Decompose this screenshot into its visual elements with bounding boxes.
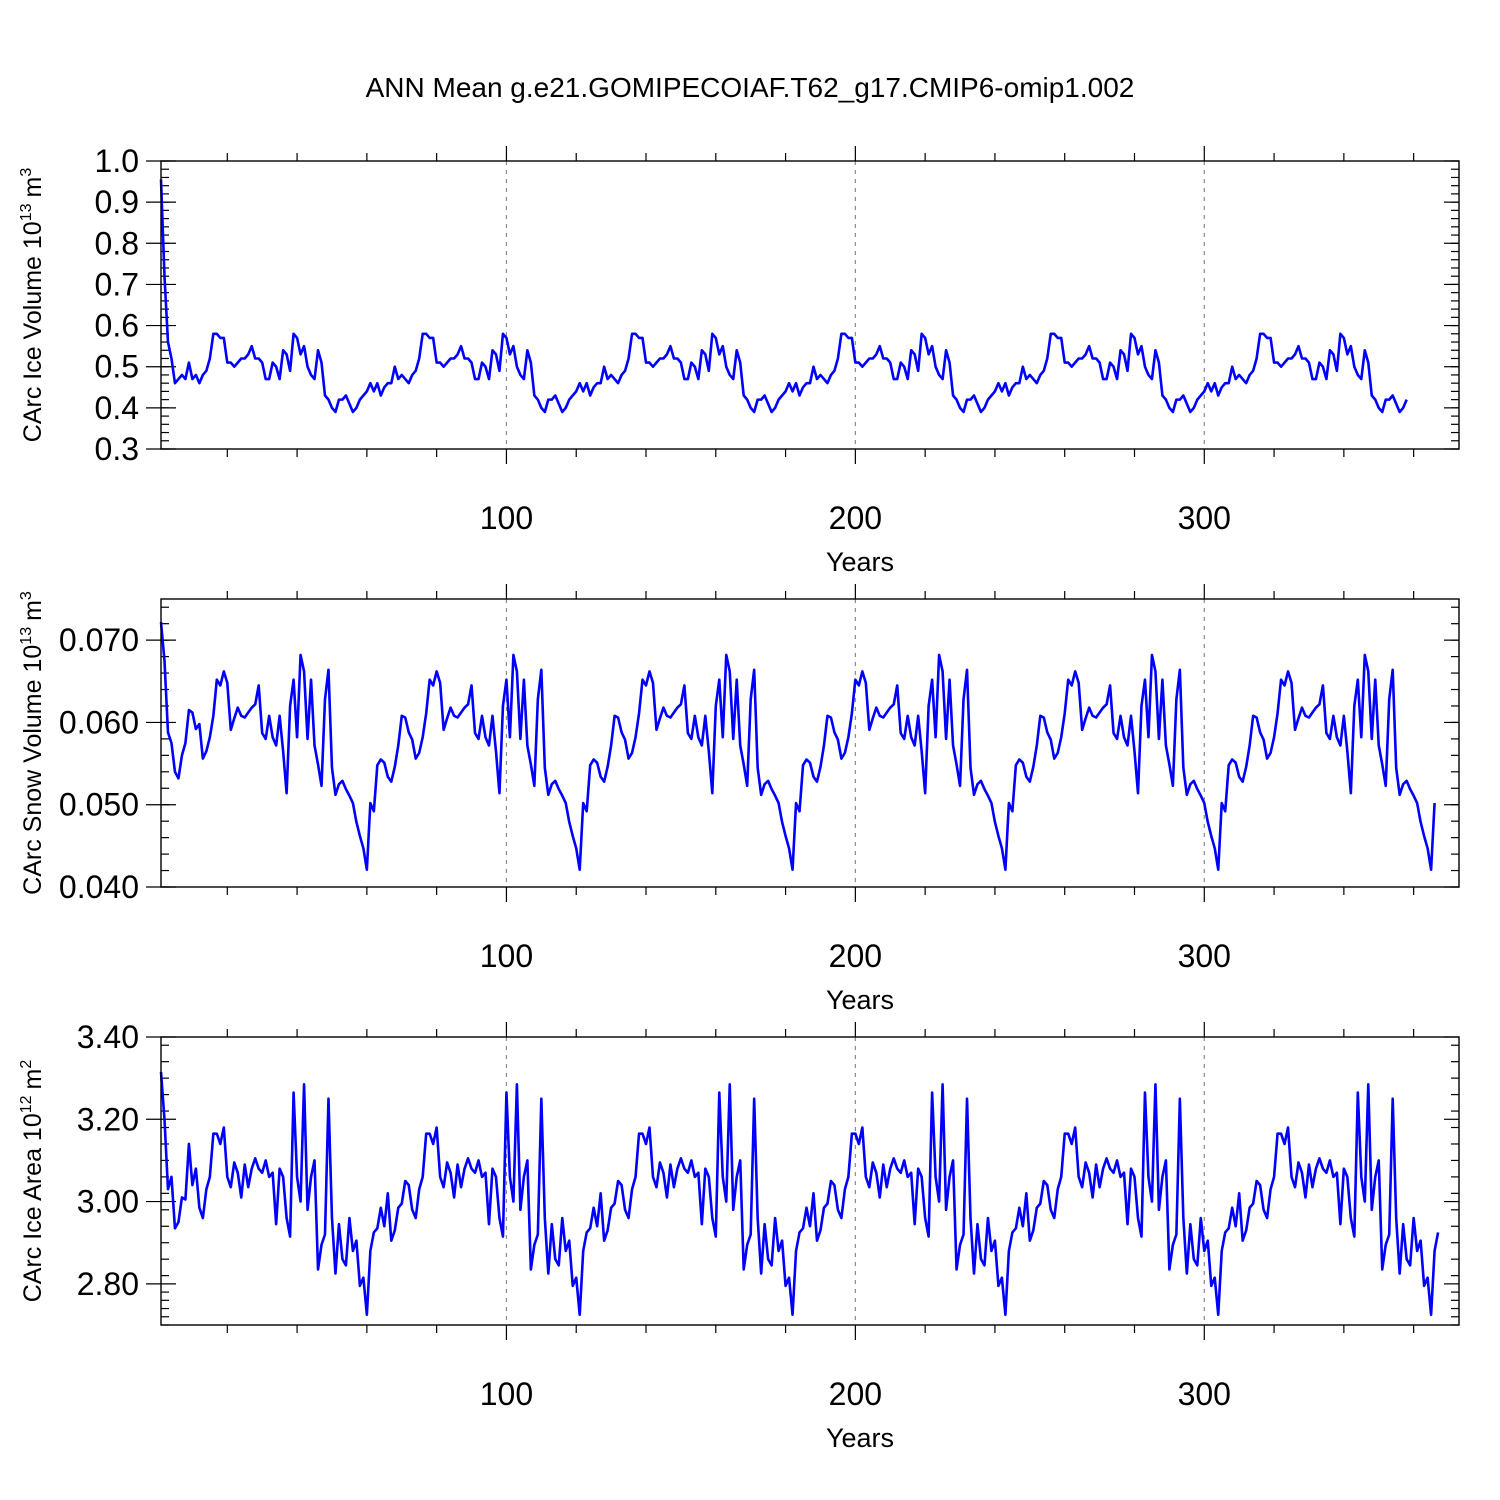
x-tick-label: 200 xyxy=(829,500,882,536)
y-axis-label-unit: m xyxy=(19,1069,47,1090)
plot-frame xyxy=(160,598,1460,888)
y-tick-label: 2.80 xyxy=(77,1266,139,1302)
y-tick-label: 0.8 xyxy=(95,225,139,261)
y-tick-label: 0.6 xyxy=(95,308,139,344)
y-axis-label: CArc Ice Volume 1013 m3 xyxy=(18,168,47,443)
y-tick-label: 0.070 xyxy=(59,622,139,658)
y-axis-label-exponent: 13 xyxy=(18,627,35,645)
x-tick-label: 100 xyxy=(480,938,533,974)
y-tick-label: 3.40 xyxy=(77,1019,139,1055)
y-tick-label: 0.9 xyxy=(95,184,139,220)
y-axis-label-unit-exponent: 3 xyxy=(18,168,35,177)
x-tick-label: 300 xyxy=(1178,938,1231,974)
y-axis-label-text: CArc Ice Volume 10 xyxy=(19,221,47,442)
y-tick-label: 0.7 xyxy=(95,266,139,302)
panels: 100 200 300 0.3 0.4 0.5 0.6 0.7 0.8 0.9 1.0 Years CA… xyxy=(18,143,1460,1453)
y-axis-label-unit: m xyxy=(19,177,47,198)
panel-snow-volume: 100 200 300 0.040 0.050 0.060 0.070 Years CArc S… xyxy=(18,584,1460,1015)
y-axis-label-text: CArc Ice Area 10 xyxy=(19,1113,47,1302)
series-line-snow-volume xyxy=(159,621,1436,872)
y-axis-label: CArc Snow Volume 1013 m3 xyxy=(18,591,47,895)
y-axis-label-exponent: 13 xyxy=(18,203,35,221)
y-tick-label: 3.00 xyxy=(77,1184,139,1220)
x-axis-label: Years xyxy=(826,1423,894,1453)
y-tick-label: 0.060 xyxy=(59,704,139,740)
y-tick-label: 0.3 xyxy=(95,431,139,467)
y-axis-label: CArc Ice Area 1012 m2 xyxy=(18,1060,47,1303)
series-line-ice-volume xyxy=(159,179,1408,414)
x-tick-label: 200 xyxy=(829,938,882,974)
plot-frame xyxy=(160,1036,1460,1326)
panel-ice-volume: 100 200 300 0.3 0.4 0.5 0.6 0.7 0.8 0.9 1.0 Years CA… xyxy=(18,143,1460,577)
x-tick-label: 100 xyxy=(480,500,533,536)
y-tick-label: 1.0 xyxy=(95,143,139,179)
y-axis-label-unit-exponent: 2 xyxy=(18,1060,35,1069)
x-tick-label: 300 xyxy=(1178,500,1231,536)
y-tick-label: 0.5 xyxy=(95,349,139,385)
x-tick-label: 300 xyxy=(1178,1376,1231,1412)
plot-frame xyxy=(160,160,1460,450)
x-tick-label: 100 xyxy=(480,1376,533,1412)
chart-title: ANN Mean g.e21.GOMIPECOIAF.T62_g17.CMIP6… xyxy=(366,72,1135,103)
y-tick-label: 0.050 xyxy=(59,787,139,823)
y-tick-label: 3.20 xyxy=(77,1101,139,1137)
y-axis-label-exponent: 12 xyxy=(18,1095,35,1113)
y-tick-label: 0.4 xyxy=(95,390,139,426)
y-axis-label-unit: m xyxy=(19,600,47,621)
series-line-ice-area xyxy=(159,1071,1440,1317)
y-tick-label: 0.040 xyxy=(59,869,139,905)
x-tick-label: 200 xyxy=(829,1376,882,1412)
y-axis-label-unit-exponent: 3 xyxy=(18,591,35,600)
x-axis-label: Years xyxy=(826,547,894,577)
y-axis-label-text: CArc Snow Volume 10 xyxy=(19,645,47,895)
panel-ice-area: 100 200 300 2.80 3.00 3.20 3.40 Years CArc Ice A… xyxy=(18,1019,1460,1453)
x-axis-label: Years xyxy=(826,985,894,1015)
